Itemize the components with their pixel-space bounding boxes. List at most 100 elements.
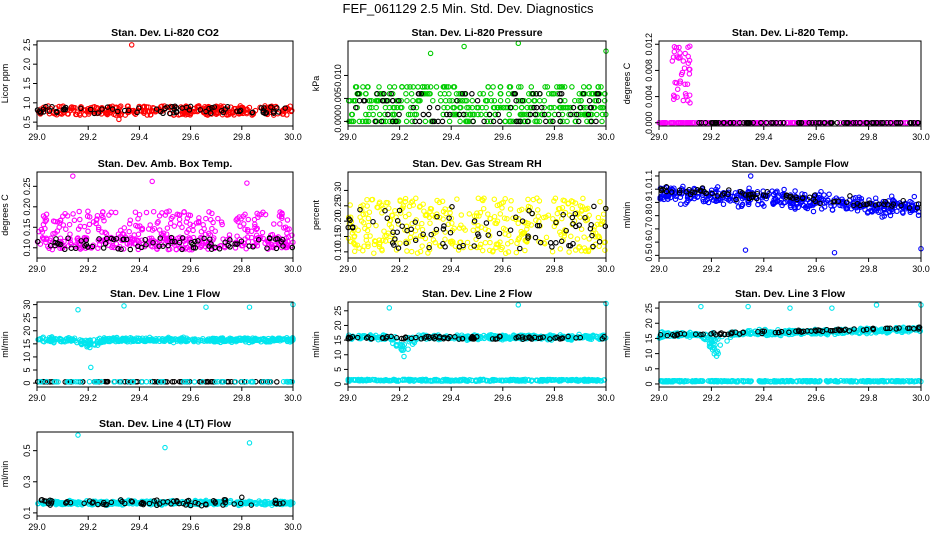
data-point: [275, 336, 282, 342]
data-point: [170, 336, 176, 343]
y-axis-label: kPa: [311, 76, 321, 92]
points: [34, 173, 296, 253]
data-point: [57, 241, 64, 248]
data-point: [351, 241, 358, 247]
data-point: [408, 230, 415, 236]
data-point: [102, 229, 108, 236]
y-axis-label: Licor ppm: [0, 64, 10, 104]
data-point: [680, 183, 686, 190]
data-point: [532, 234, 539, 241]
data-point: [439, 198, 446, 205]
data-point: [742, 247, 749, 253]
data-point: [156, 227, 163, 233]
data-point: [534, 111, 540, 118]
data-point: [483, 111, 489, 118]
data-point: [477, 91, 483, 97]
data-point: [698, 303, 704, 310]
x-tick-label: 29.0: [650, 264, 668, 274]
y-axis-label: ml/min: [0, 331, 10, 358]
data-point: [413, 336, 419, 343]
data-point: [150, 239, 156, 246]
y-tick-label: 1.0: [22, 97, 32, 110]
data-point: [513, 118, 519, 125]
data-point: [382, 233, 388, 239]
data-point: [249, 109, 256, 115]
data-point: [426, 244, 432, 251]
data-point: [457, 118, 463, 125]
data-point: [525, 235, 531, 241]
data-point: [244, 180, 250, 186]
data-point: [388, 336, 394, 343]
data-point: [391, 104, 398, 111]
data-point: [894, 208, 900, 215]
data-point: [487, 216, 494, 222]
data-point: [475, 223, 481, 229]
data-point: [698, 331, 704, 338]
data-point: [164, 336, 170, 343]
data-point: [361, 377, 368, 383]
data-point: [370, 218, 376, 225]
data-point: [529, 210, 535, 217]
data-point: [393, 334, 400, 341]
data-point: [55, 379, 61, 385]
data-point: [349, 111, 356, 118]
data-point: [365, 222, 372, 229]
data-point: [114, 108, 121, 115]
data-point: [43, 337, 49, 343]
data-point: [391, 84, 398, 90]
data-point: [446, 215, 452, 221]
data-point: [672, 196, 679, 202]
data-point: [549, 248, 556, 255]
data-point: [558, 84, 565, 90]
data-point: [900, 197, 906, 204]
x-tick-label: 29.6: [807, 393, 825, 403]
data-point: [462, 97, 468, 104]
data-point: [418, 336, 425, 342]
data-point: [581, 245, 588, 251]
data-point: [915, 378, 921, 384]
data-point: [729, 377, 735, 384]
data-point: [807, 199, 813, 206]
data-point: [423, 376, 429, 383]
data-point: [150, 337, 157, 344]
data-point: [224, 104, 231, 110]
data-point: [374, 204, 380, 210]
data-point: [397, 197, 403, 203]
data-point: [711, 378, 718, 384]
data-point: [401, 353, 407, 360]
data-point: [897, 119, 904, 126]
data-point: [441, 104, 447, 111]
data-point: [440, 111, 446, 118]
data-point: [386, 91, 393, 97]
y-tick-label: 20: [333, 320, 343, 330]
data-point: [876, 201, 882, 207]
data-point: [409, 118, 415, 125]
data-point: [482, 97, 489, 104]
data-point: [673, 80, 680, 86]
data-point: [519, 97, 526, 104]
data-point: [557, 118, 563, 125]
data-point: [435, 378, 441, 384]
x-tick-label: 29.0: [28, 393, 46, 403]
data-point: [700, 198, 707, 205]
data-point: [787, 305, 793, 311]
data-point: [593, 97, 600, 104]
x-tick-label: 29.4: [131, 264, 149, 274]
y-tick-label: 10: [333, 350, 343, 360]
data-point: [887, 325, 893, 332]
data-point: [534, 118, 540, 125]
data-point: [279, 210, 285, 216]
data-point: [712, 119, 718, 126]
data-point: [772, 329, 779, 336]
y-tick-label: 10: [22, 352, 32, 362]
data-point: [51, 378, 58, 385]
data-point: [507, 104, 514, 111]
data-point: [496, 230, 503, 237]
data-point: [369, 104, 375, 111]
data-point: [717, 196, 723, 202]
data-point: [258, 211, 265, 218]
data-point: [684, 195, 691, 201]
data-point: [508, 118, 514, 125]
data-point: [199, 379, 206, 385]
data-point: [207, 236, 213, 242]
